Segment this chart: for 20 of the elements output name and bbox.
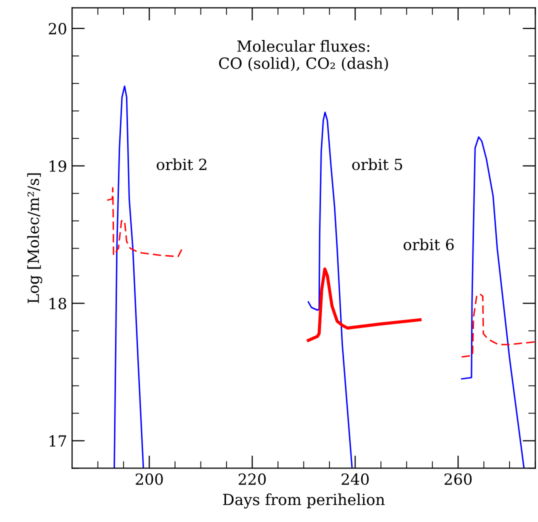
line-series (308, 112, 353, 468)
y-tick-label: 19 (50, 160, 66, 172)
line-series (106, 187, 183, 258)
y-tick-label: 18 (50, 298, 66, 310)
line-series (461, 293, 536, 358)
y-axis-title: Log [Molec/m²/s] (27, 173, 42, 304)
x-tick-label: 200 (136, 473, 163, 485)
y-tick-label: 20 (48, 22, 66, 34)
y-tick-label: 17 (50, 435, 66, 447)
line-series (306, 267, 422, 342)
annotation: orbit 6 (404, 238, 454, 250)
line-series (461, 136, 525, 468)
x-tick-label: 220 (238, 473, 266, 485)
line-series (114, 85, 144, 468)
annotation: orbit 2 (156, 158, 206, 170)
text: Molecular fluxes: CO (solid), CO₂ (dash) (219, 40, 388, 72)
x-tick-label: 260 (444, 473, 472, 485)
x-tick-label: 240 (342, 473, 369, 485)
x-axis-title: Days from perihelion (223, 493, 385, 508)
annotation: orbit 5 (352, 158, 402, 170)
